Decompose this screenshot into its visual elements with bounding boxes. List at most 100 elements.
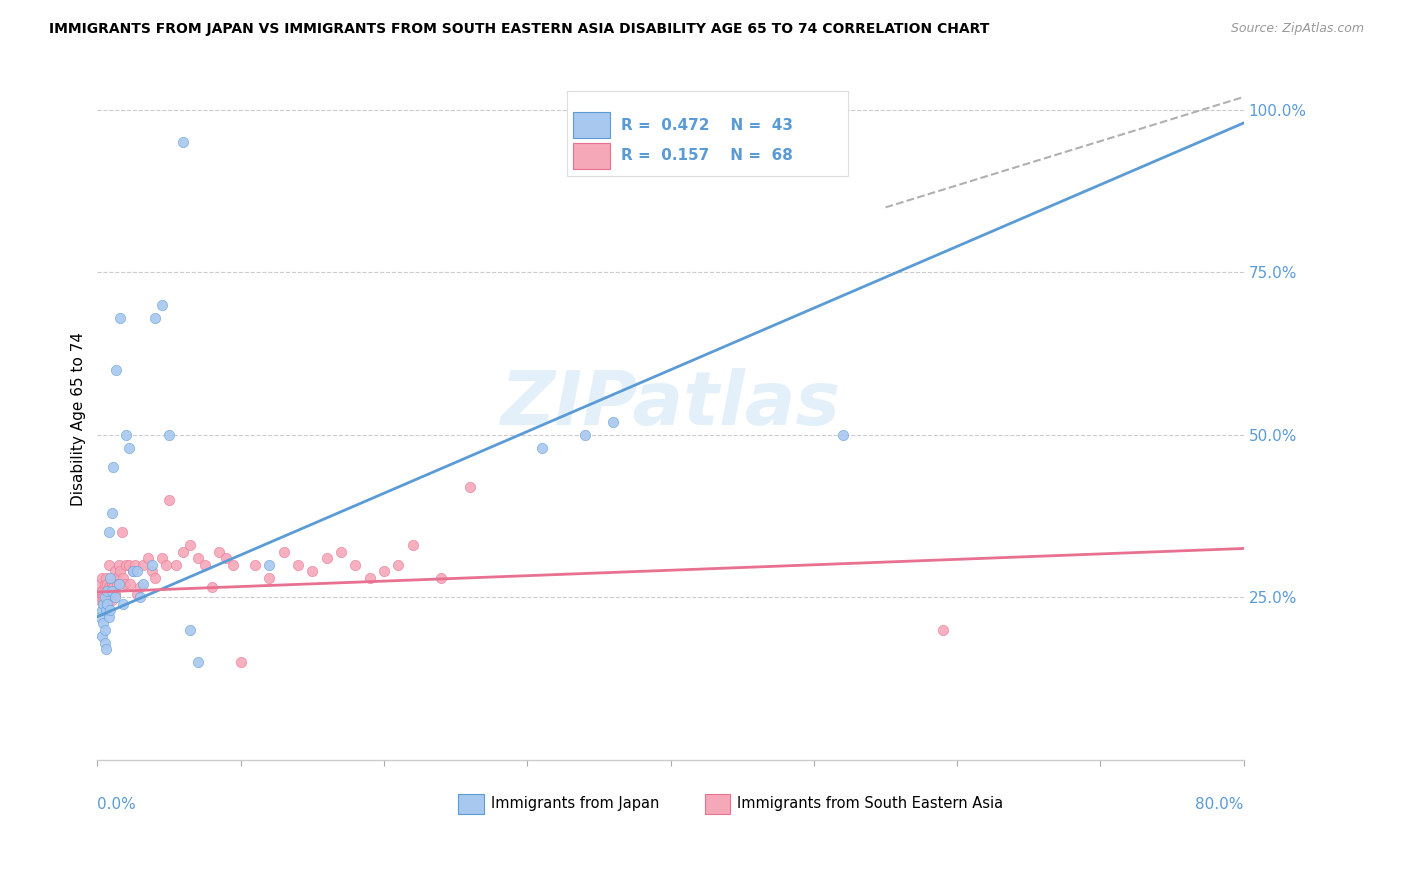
Point [111,525,134,540]
Point [101,460,124,475]
Point [136,551,159,566]
Point [110,310,132,325]
Point [112,597,135,611]
Point [100,593,122,607]
Point [530,441,553,455]
Point [93,623,115,637]
Point [401,538,423,552]
Point [115,558,138,572]
Point [373,564,395,578]
Point [98,571,121,585]
Bar [574,112,610,138]
Point [94,603,117,617]
Point [89,593,111,607]
Point [344,558,367,572]
Bar [704,794,730,814]
Point [574,427,596,442]
Point [94,571,117,585]
Point [100,506,122,520]
Point [127,564,149,578]
Point [97,558,120,572]
Point [831,427,853,442]
Point [315,551,337,566]
Text: R =  0.157    N =  68: R = 0.157 N = 68 [621,148,793,163]
Point [108,558,131,572]
Point [430,571,453,585]
Point [172,545,194,559]
Point [91,597,114,611]
Point [330,545,353,559]
Point [187,551,209,566]
Point [273,545,295,559]
Point [93,581,115,595]
Point [115,427,138,442]
Bar [574,143,610,169]
Point [122,564,145,578]
Point [118,558,141,572]
Point [243,558,266,572]
Point [301,564,323,578]
Point [359,571,381,585]
Point [96,583,118,598]
Point [157,492,180,507]
Point [150,551,173,566]
Point [129,590,152,604]
Text: IMMIGRANTS FROM JAPAN VS IMMIGRANTS FROM SOUTH EASTERN ASIA DISABILITY AGE 65 TO: IMMIGRANTS FROM JAPAN VS IMMIGRANTS FROM… [49,22,990,37]
Text: Source: ZipAtlas.com: Source: ZipAtlas.com [1230,22,1364,36]
Point [91,593,114,607]
Point [229,655,252,669]
Point [90,583,112,598]
Point [100,583,122,598]
Text: Immigrants from Japan: Immigrants from Japan [491,797,659,812]
Point [87,587,110,601]
Point [127,587,149,601]
Point [143,571,166,585]
Point [132,577,155,591]
Point [194,558,217,572]
Text: R =  0.472    N =  43: R = 0.472 N = 43 [621,118,793,133]
Point [89,577,111,591]
Point [103,587,125,601]
Point [110,564,132,578]
Point [89,609,111,624]
Point [932,623,955,637]
Point [129,581,152,595]
Point [100,577,122,591]
Point [155,558,177,572]
Point [98,587,121,601]
Point [132,558,155,572]
Point [101,581,124,595]
Point [94,587,117,601]
Point [96,593,118,607]
Point [96,597,118,611]
Point [259,571,281,585]
Point [103,590,125,604]
Point [114,577,136,591]
Point [287,558,309,572]
Text: ZIPatlas: ZIPatlas [501,368,841,442]
Point [96,577,118,591]
Point [222,558,245,572]
Point [104,571,127,585]
Y-axis label: Disability Age 65 to 74: Disability Age 65 to 74 [72,332,86,506]
Point [458,480,481,494]
Text: 80.0%: 80.0% [1195,797,1244,812]
Point [112,571,135,585]
Bar [568,91,848,177]
Point [90,587,112,601]
Bar [458,794,484,814]
Point [97,609,120,624]
Point [90,603,112,617]
Point [107,577,129,591]
Point [93,577,115,591]
Point [387,558,409,572]
Point [141,558,163,572]
Point [108,577,131,591]
Point [215,551,238,566]
Point [118,441,141,455]
Text: 0.0%: 0.0% [97,797,136,812]
Point [90,629,112,643]
Point [172,136,194,150]
Point [179,538,201,552]
Point [97,581,120,595]
